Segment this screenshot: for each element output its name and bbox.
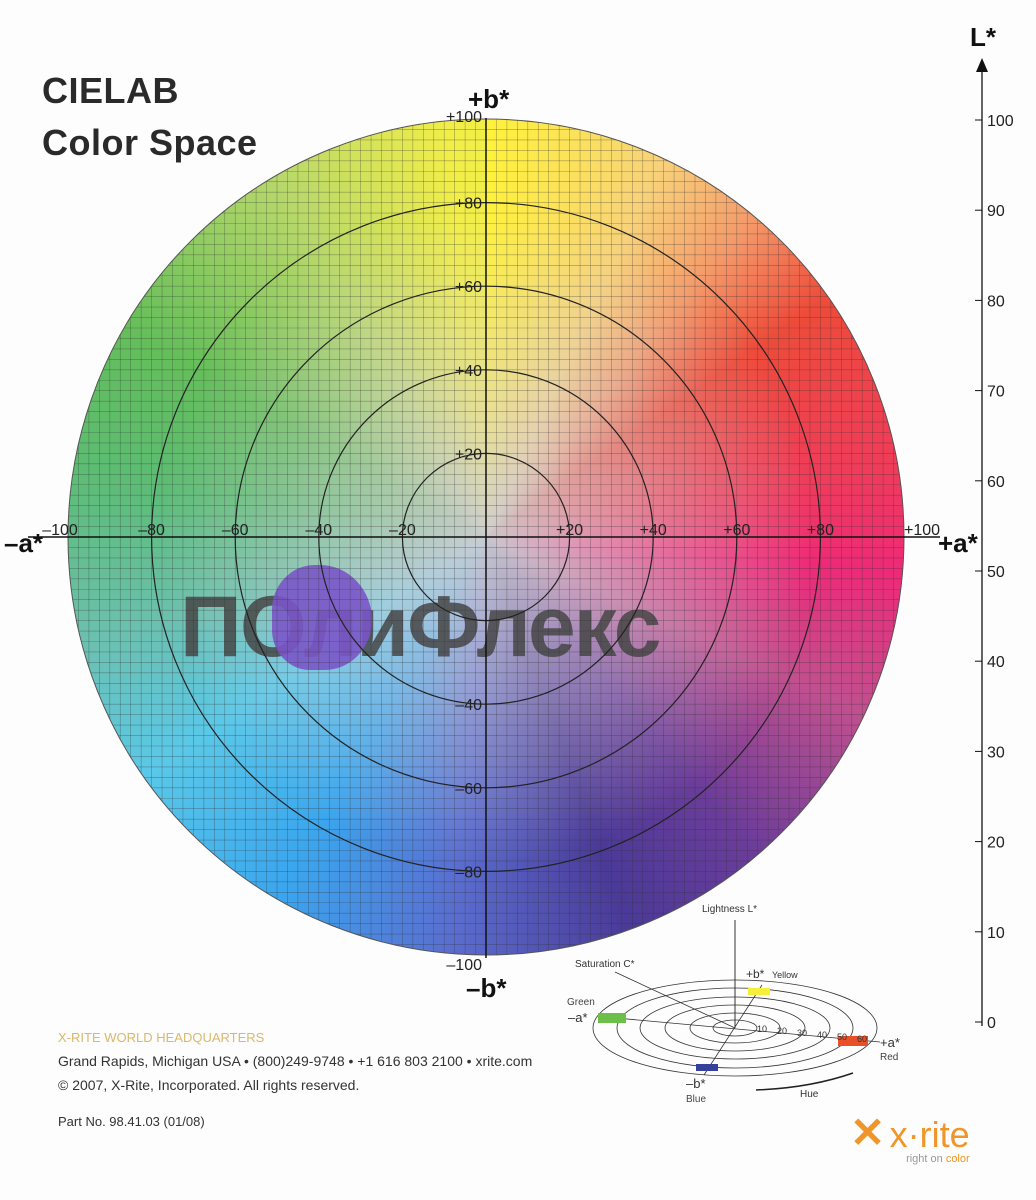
- watermark-logo-text: ПОлиФлекс: [180, 579, 661, 675]
- title-line1: CIELAB: [42, 70, 179, 111]
- inset-yellow-label: Yellow: [772, 970, 798, 980]
- inset-blue-label: Blue: [686, 1094, 706, 1105]
- footer-address: Grand Rapids, Michigan USA • (800)249-97…: [58, 1053, 533, 1069]
- inset-ring-label: 40: [817, 1030, 827, 1040]
- inset-yellow-swatch: [748, 988, 770, 995]
- inset-ring-label: 10: [757, 1024, 767, 1034]
- l-tick-label: 20: [987, 835, 1005, 852]
- l-tick-label: 90: [987, 203, 1005, 220]
- a-tick-label: –80: [138, 522, 165, 539]
- watermark-logo: ПОлиФлекс: [180, 578, 661, 677]
- inset-plus-a-label: +a*: [880, 1035, 900, 1050]
- inset-b-axis: [703, 984, 763, 1076]
- b-tick-label: +60: [455, 279, 482, 296]
- b-tick-label: +100: [446, 109, 482, 126]
- b-tick-label: –60: [455, 781, 482, 798]
- b-tick-label: +80: [455, 196, 482, 213]
- inset-c-axis: [614, 971, 736, 1029]
- a-tick-label: –100: [42, 522, 78, 539]
- l-tick-label: 30: [987, 744, 1005, 761]
- a-tick-label: –40: [305, 522, 332, 539]
- xrite-x-icon: ✕: [850, 1109, 886, 1156]
- b-tick-label: –40: [455, 697, 482, 714]
- title-line2: Color Space: [42, 122, 258, 163]
- l-tick-label: 10: [987, 925, 1005, 942]
- b-tick-label: +20: [455, 446, 482, 463]
- l-tick-label: 60: [987, 474, 1005, 491]
- inset-ring-label: 60: [857, 1034, 867, 1044]
- l-axis-label: L*: [970, 22, 997, 52]
- inset-lightness-label: Lightness L*: [702, 904, 757, 915]
- inset-minus-b-label: –b*: [686, 1076, 706, 1091]
- inset-red-swatch: [838, 1036, 868, 1046]
- l-tick-label: 50: [987, 564, 1005, 581]
- footer-hq: X-RITE WORLD HEADQUARTERS: [58, 1030, 265, 1045]
- l-tick-label: 70: [987, 384, 1005, 401]
- inset-blue-swatch: [696, 1064, 718, 1071]
- footer-copyright: © 2007, X-Rite, Incorporated. All rights…: [58, 1077, 360, 1093]
- inset-plus-b-label: +b*: [746, 967, 765, 981]
- l-tick-label: 80: [987, 293, 1005, 310]
- inset-red-label: Red: [880, 1052, 898, 1063]
- l-tick-label: 0: [987, 1015, 996, 1032]
- b-tick-label: –100: [446, 957, 482, 974]
- a-tick-label: +60: [723, 522, 750, 539]
- l-tick-label: 100: [987, 113, 1014, 130]
- a-tick-label: –20: [389, 522, 416, 539]
- minus-b-label: –b*: [466, 973, 507, 1003]
- b-tick-label: –80: [455, 864, 482, 881]
- watermark-splash: [272, 565, 372, 670]
- inset-a-axis: [604, 1016, 881, 1043]
- a-tick-label: +20: [556, 522, 583, 539]
- inset-hue-label: Hue: [800, 1089, 819, 1100]
- inset-ring-label: 30: [797, 1028, 807, 1038]
- minus-a-label: –a*: [4, 528, 44, 558]
- inset-ring-label: 50: [837, 1032, 847, 1042]
- l-tick-label: 40: [987, 654, 1005, 671]
- a-tick-label: +100: [904, 522, 940, 539]
- inset-saturation-label: Saturation C*: [575, 959, 635, 970]
- b-tick-label: +40: [455, 363, 482, 380]
- inset-minus-a-label: –a*: [568, 1010, 588, 1025]
- inset-hue-arrow-icon: [755, 1072, 854, 1091]
- footer-part: Part No. 98.41.03 (01/08): [58, 1114, 205, 1129]
- brand-name: x·rite: [889, 1114, 970, 1155]
- xrite-logo: ✕ x·rite right on color: [850, 1108, 970, 1165]
- l-axis-arrow-icon: [976, 58, 988, 72]
- plus-a-label: +a*: [938, 528, 979, 558]
- a-tick-label: –60: [222, 522, 249, 539]
- inset-ring-label: 20: [777, 1026, 787, 1036]
- brand-tagline: right on color: [906, 1153, 970, 1165]
- inset-green-swatch: [598, 1013, 626, 1023]
- a-tick-label: +80: [807, 522, 834, 539]
- inset-green-label: Green: [567, 997, 595, 1008]
- a-tick-label: +40: [640, 522, 667, 539]
- plus-b-label: +b*: [468, 84, 510, 114]
